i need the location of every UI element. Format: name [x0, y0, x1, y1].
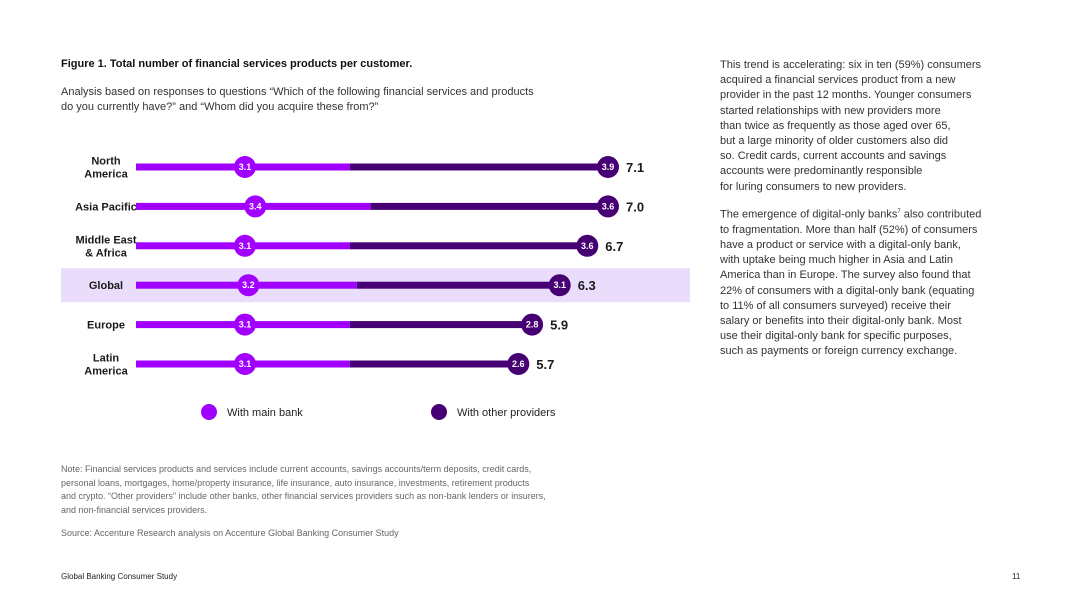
point-main-bank — [233, 313, 256, 336]
category-label: North — [91, 156, 121, 168]
paragraph-digital-banks: The emergence of digital-only banks7 als… — [720, 205, 1020, 360]
paragraph-text: also contributed — [900, 208, 982, 221]
data-label-main-bank: 3.1 — [239, 241, 252, 251]
data-label-other-providers: 2.8 — [526, 320, 539, 330]
total-label: 6.7 — [605, 239, 623, 254]
note-line: personal loans, mortgages, home/property… — [61, 477, 530, 488]
point-other-providers — [507, 353, 530, 375]
figure-subtitle-line: do you currently have?” and “Whom did yo… — [61, 101, 379, 113]
data-label-other-providers: 3.9 — [602, 162, 615, 172]
bar-other-providers — [349, 321, 533, 329]
paragraph-line: The emergence of digital-only banks7 als… — [720, 205, 1020, 223]
bar-other-providers — [370, 202, 608, 210]
point-other-providers — [597, 195, 619, 218]
point-other-providers — [548, 274, 571, 297]
figure-subtitle: Analysis based on responses to questions… — [61, 85, 601, 115]
paragraph-line: salary or benefits into their digital-on… — [720, 315, 962, 328]
paragraph-line: acquired a financial services product fr… — [720, 74, 956, 87]
data-label-main-bank: 3.2 — [242, 280, 255, 290]
note-line: and crypto. “Other providers” include ot… — [61, 491, 546, 501]
paragraph-line: with uptake being much higher in Asia an… — [720, 254, 953, 267]
data-label-main-bank: 3.1 — [239, 162, 252, 172]
paragraph-text: The emergence of digital-only banks — [720, 208, 898, 221]
point-other-providers — [597, 156, 619, 178]
paragraph-line: have a product or service with a digital… — [720, 239, 961, 252]
total-label: 5.9 — [550, 318, 568, 333]
data-label-main-bank: 3.4 — [249, 201, 262, 211]
paragraph-line: provider in the past 12 months. Younger … — [720, 89, 972, 102]
paragraph-trend: This trend is accelerating: six in ten (… — [720, 58, 1020, 195]
legend-label-other-providers: With other providers — [457, 407, 556, 419]
point-main-bank — [233, 234, 256, 257]
bar-other-providers — [349, 163, 608, 171]
category-label: Middle East — [75, 234, 136, 246]
category-label: America — [84, 366, 128, 378]
data-label-main-bank: 3.1 — [239, 359, 252, 369]
legend-label-main-bank: With main bank — [227, 407, 303, 419]
data-label-other-providers: 2.6 — [512, 359, 525, 369]
paragraph-line: This trend is accelerating: six in ten (… — [720, 59, 982, 71]
paragraph-line: started relationships with new providers… — [720, 104, 941, 117]
total-label: 7.1 — [626, 160, 644, 175]
data-label-other-providers: 3.6 — [581, 241, 594, 251]
category-label: Global — [89, 280, 123, 292]
category-label: Latin — [93, 353, 120, 365]
page-number: 11 — [1012, 572, 1021, 581]
legend-swatch-main-bank — [201, 404, 217, 420]
category-label: Asia Pacific — [75, 201, 137, 213]
paragraph-line: than twice as frequently as those aged o… — [720, 119, 951, 132]
paragraph-line: but a large minority of older customers … — [720, 135, 949, 148]
paragraph-line: 22% of consumers with a digital-only ban… — [720, 284, 975, 297]
data-label-other-providers: 3.1 — [553, 280, 566, 290]
chart-note: Note: Financial services products and se… — [61, 463, 661, 517]
point-main-bank — [233, 353, 256, 375]
chart-source: Source: Accenture Research analysis on A… — [61, 528, 399, 538]
paragraph-line: use their digital-only bank for specific… — [720, 330, 952, 343]
paragraph-line: America than in Europe. The survey also … — [720, 269, 971, 282]
footnote-marker: 7 — [897, 209, 901, 215]
figure-title: Figure 1. Total number of financial serv… — [61, 58, 413, 70]
paragraph-line: to fragmentation. More than half (52%) o… — [720, 223, 978, 236]
total-label: 5.7 — [536, 357, 554, 372]
point-other-providers — [576, 234, 599, 257]
category-label: America — [84, 169, 128, 181]
paragraph-line: to 11% of all consumers surveyed) receiv… — [720, 299, 951, 312]
point-other-providers — [521, 313, 544, 336]
bar-other-providers — [349, 360, 519, 368]
bar-other-providers — [349, 242, 588, 250]
category-label: Europe — [87, 320, 125, 332]
figure-subtitle-line: Analysis based on responses to questions… — [61, 86, 534, 98]
point-main-bank — [244, 195, 267, 218]
category-label: & Africa — [85, 247, 128, 259]
data-label-other-providers: 3.6 — [602, 201, 615, 211]
paragraph-line: so. Credit cards, current accounts and s… — [720, 150, 947, 163]
point-main-bank — [237, 274, 260, 297]
data-label-main-bank: 3.1 — [239, 320, 252, 330]
footer-title: Global Banking Consumer Study — [61, 572, 178, 581]
paragraph-line: such as payments or foreign currency exc… — [720, 345, 958, 358]
total-label: 7.0 — [626, 199, 644, 214]
note-line: and non-financial services providers. — [61, 504, 208, 515]
point-main-bank — [233, 156, 256, 178]
note-line: Note: Financial services products and se… — [61, 464, 532, 474]
bar-other-providers — [356, 281, 560, 289]
total-label: 6.3 — [578, 278, 596, 293]
legend-swatch-other-providers — [431, 404, 447, 420]
paragraph-line: for luring consumers to new providers. — [720, 180, 907, 193]
paragraph-line: accounts were predominantly responsible — [720, 165, 923, 178]
